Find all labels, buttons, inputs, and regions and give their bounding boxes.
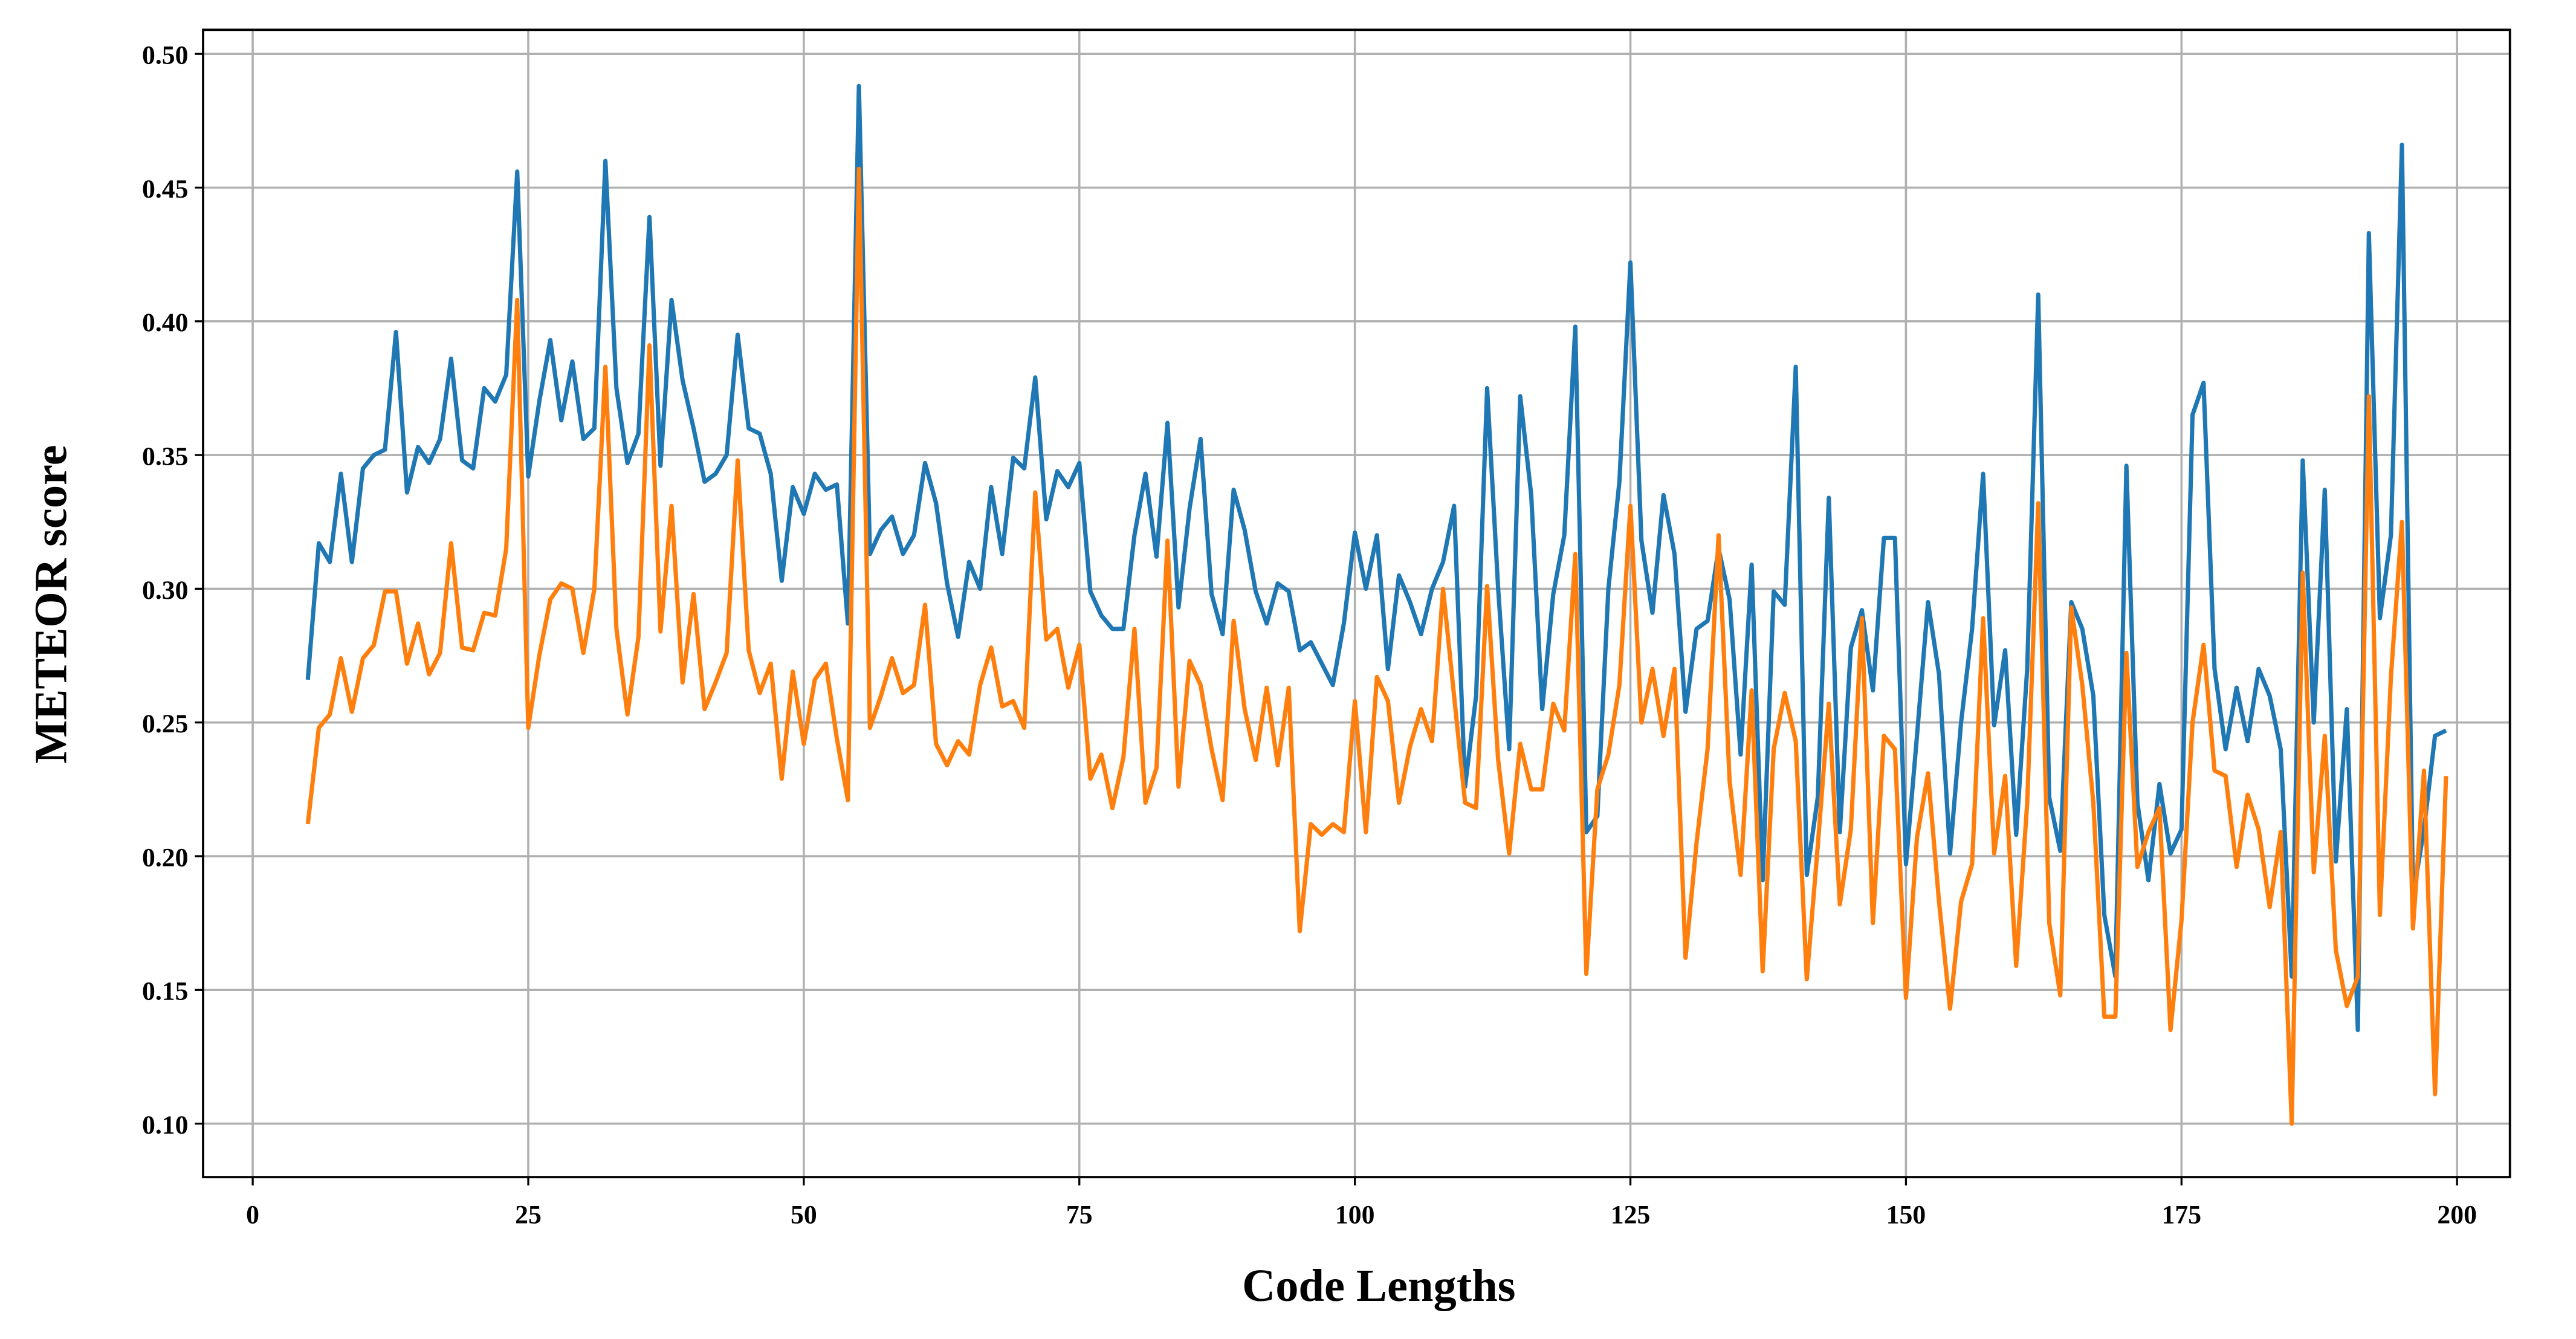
x-tick-label: 100 — [1335, 1201, 1375, 1230]
y-tick-label: 0.45 — [142, 175, 188, 204]
y-tick-label: 0.25 — [142, 709, 188, 738]
y-tick-label: 0.15 — [142, 977, 188, 1006]
x-tick-label: 125 — [1611, 1201, 1651, 1230]
y-tick-label: 0.20 — [142, 843, 188, 872]
x-tick-label: 25 — [515, 1201, 542, 1230]
y-tick-label: 0.30 — [142, 576, 188, 605]
x-tick-label: 150 — [1886, 1201, 1926, 1230]
x-tick-label: 75 — [1066, 1201, 1093, 1230]
y-tick-label: 0.10 — [142, 1111, 188, 1140]
y-tick-label: 0.35 — [142, 442, 188, 471]
y-tick-label: 0.40 — [142, 308, 188, 337]
x-axis-label: Code Lengths — [1242, 1260, 1516, 1311]
x-tick-label: 175 — [2162, 1201, 2202, 1230]
plot-frame — [202, 28, 2511, 1179]
line-series — [305, 166, 2448, 1126]
y-tick-label: 0.50 — [142, 41, 188, 70]
y-axis-label: METEOR score — [25, 445, 76, 764]
x-tick-label: 50 — [791, 1201, 817, 1230]
x-tick-label: 0 — [246, 1201, 259, 1230]
line-series — [305, 83, 2447, 1033]
x-tick-label: 200 — [2437, 1201, 2477, 1230]
